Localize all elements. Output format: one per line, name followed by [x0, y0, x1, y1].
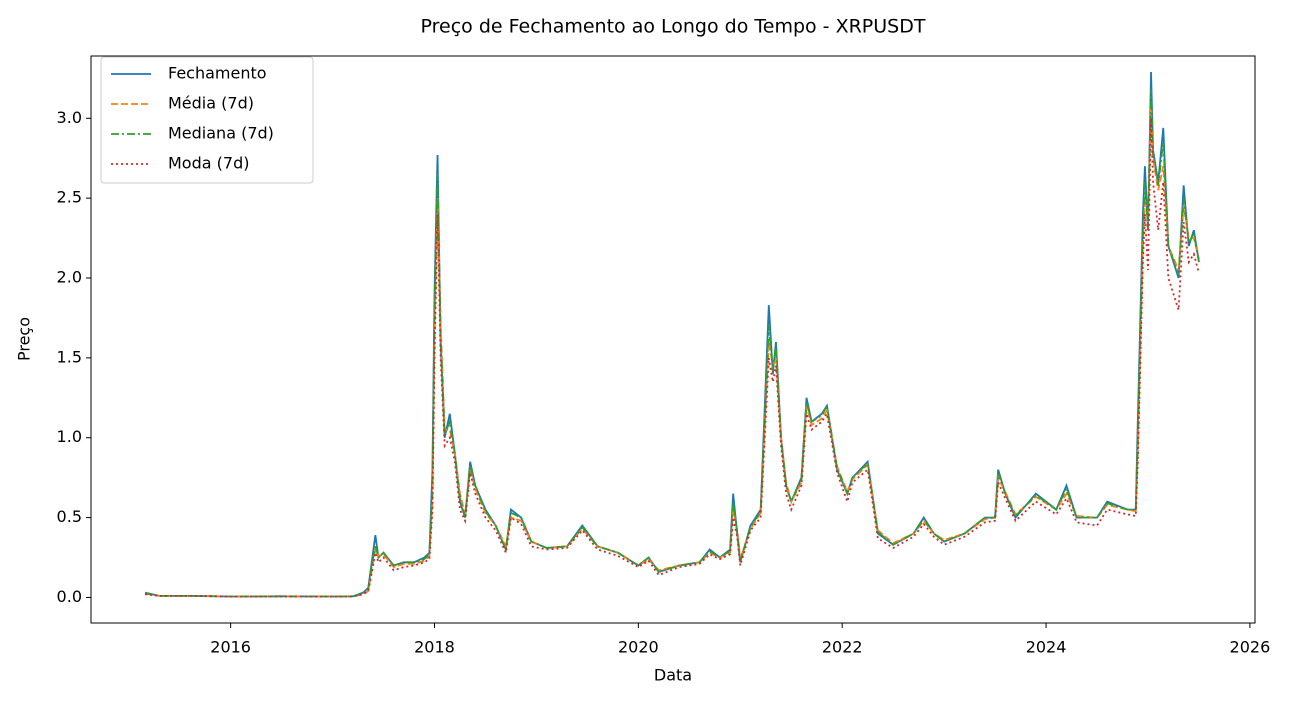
x-tick-label: 2022	[822, 638, 863, 657]
legend-box	[100, 56, 314, 184]
y-tick-label: 2.0	[57, 268, 82, 287]
y-tick-label: 0.0	[57, 587, 82, 606]
x-axis-label: Data	[654, 666, 692, 685]
series-line	[144, 89, 1200, 598]
x-tick-label: 2026	[1230, 638, 1271, 657]
y-tick-label: 0.5	[57, 507, 82, 526]
plot-frame	[90, 55, 1256, 624]
x-tick-label: 2018	[414, 638, 455, 657]
x-tick-label: 2020	[618, 638, 659, 657]
y-tick-label: 3.0	[57, 108, 82, 127]
y-tick-label: 1.5	[57, 347, 82, 366]
chart-title: Preço de Fechamento ao Longo do Tempo - …	[421, 16, 926, 38]
y-tick-label: 2.5	[57, 188, 82, 207]
legend-label: Média (7d)	[168, 94, 254, 113]
legend-label: Fechamento	[168, 64, 267, 83]
legend-label: Moda (7d)	[168, 154, 249, 173]
y-axis-label: Preço	[15, 317, 34, 361]
legend-label: Mediana (7d)	[168, 124, 274, 143]
y-tick-label: 1.0	[57, 427, 82, 446]
x-tick-label: 2016	[210, 638, 251, 657]
x-tick-label: 2024	[1026, 638, 1067, 657]
